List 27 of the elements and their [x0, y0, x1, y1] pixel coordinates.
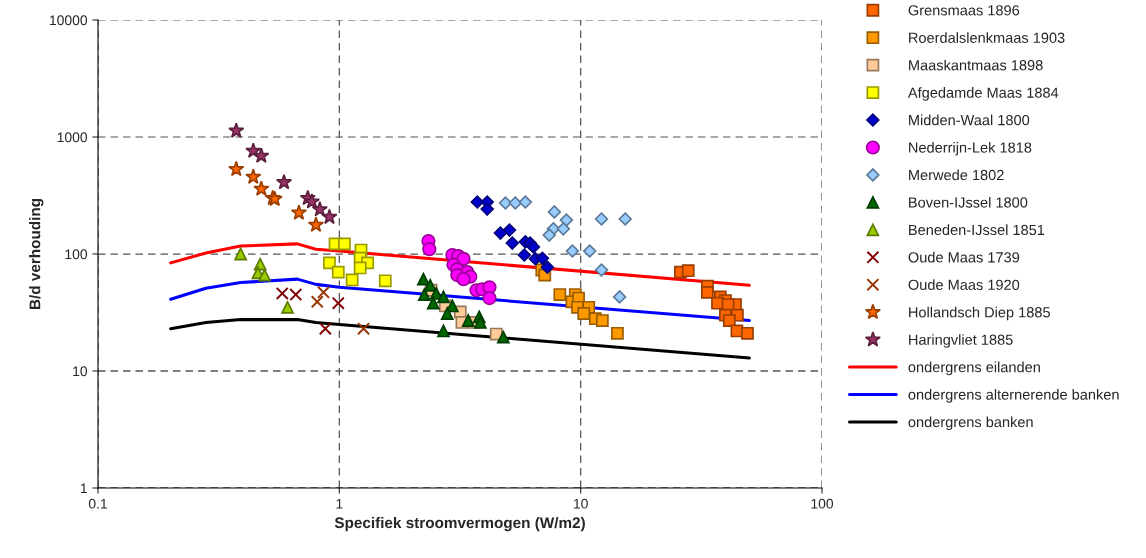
legend-label: ondergrens alternerende banken: [908, 389, 1119, 403]
legend-label: Nederrijn-Lek 1818: [909, 142, 1032, 156]
y-tick-label: 10000: [50, 15, 88, 26]
x-tick-label: 100: [811, 498, 834, 509]
legend-label: ondergrens banken: [908, 416, 1033, 431]
x-tick-label: 0.1: [88, 498, 107, 509]
x-tick-label: 1: [336, 498, 343, 509]
legend-label: Oude Maas 1739: [908, 251, 1020, 263]
legend-label: Oude Maas 1920: [908, 279, 1020, 290]
y-tick-label: 1: [80, 483, 87, 494]
y-tick-label: 100: [65, 249, 88, 260]
legend-label: Haringvliet 1885: [909, 334, 1013, 348]
legend-label: Beneden-IJssel 1851: [909, 224, 1045, 236]
legend-label: Boven-IJssel 1800: [909, 196, 1028, 208]
legend-label: ondergrens eilanden: [908, 361, 1040, 376]
legend-label: Roerdalslenkmaas 1903: [909, 32, 1065, 43]
legend-label: Grensmaas 1896: [908, 5, 1020, 16]
y-axis-title: B/d verhouding: [29, 199, 44, 309]
y-tick-label: 1000: [57, 132, 88, 143]
x-tick-label: 10: [574, 498, 588, 509]
legend-label: Hollandsch Diep 1885: [909, 306, 1050, 321]
x-axis-title: Specifiek stroomvermogen (W/m2): [334, 516, 585, 532]
legend-label: Afgedamde Maas 1884: [907, 87, 1059, 101]
legend-label: Merwede 1802: [909, 169, 1004, 181]
y-tick-label: 10: [73, 366, 88, 377]
legend-label: Midden-Waal 1800: [909, 114, 1030, 126]
legend-label: Maaskantmaas 1898: [909, 59, 1043, 71]
